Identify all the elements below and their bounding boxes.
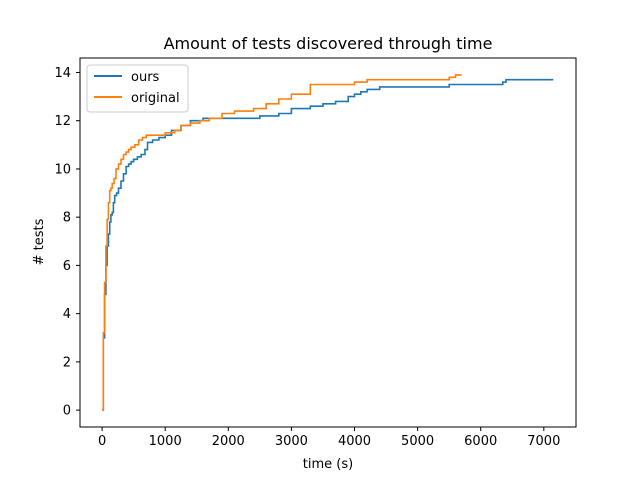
y-tick-label: 10 (54, 162, 71, 177)
x-axis-title: time (s) (303, 457, 353, 472)
y-tick-label: 0 (63, 404, 71, 419)
y-axis-title: # tests (32, 218, 47, 265)
y-tick-label: 4 (63, 307, 71, 322)
series-line-original (102, 74, 462, 411)
series-layer (102, 74, 554, 411)
x-tick-label: 0 (98, 434, 106, 449)
y-tick-label: 14 (54, 66, 71, 81)
y-tick-label: 2 (63, 355, 71, 370)
chart-title: Amount of tests discovered through time (164, 34, 493, 53)
y-tick-label: 8 (63, 211, 71, 226)
x-tick-label: 5000 (401, 434, 434, 449)
y-tick-label: 6 (63, 259, 71, 274)
legend-label-ours: ours (131, 70, 160, 85)
x-tick-label: 7000 (527, 434, 560, 449)
series-line-ours (102, 78, 554, 411)
legend: ours original (86, 64, 189, 113)
x-tick-label: 1000 (149, 434, 182, 449)
x-tick-label: 4000 (338, 434, 371, 449)
y-tick-label: 12 (54, 114, 71, 129)
plot-area (80, 58, 576, 427)
x-tick-label: 6000 (464, 434, 497, 449)
legend-label-original: original (131, 91, 180, 106)
axes-layer: 0 1000 2000 3000 4000 5000 6000 7000 0 2 4 6 8 10 12 14 (54, 57, 577, 449)
axes-frame (79, 57, 577, 428)
x-tick-label: 3000 (275, 434, 308, 449)
x-tick-label: 2000 (212, 434, 245, 449)
